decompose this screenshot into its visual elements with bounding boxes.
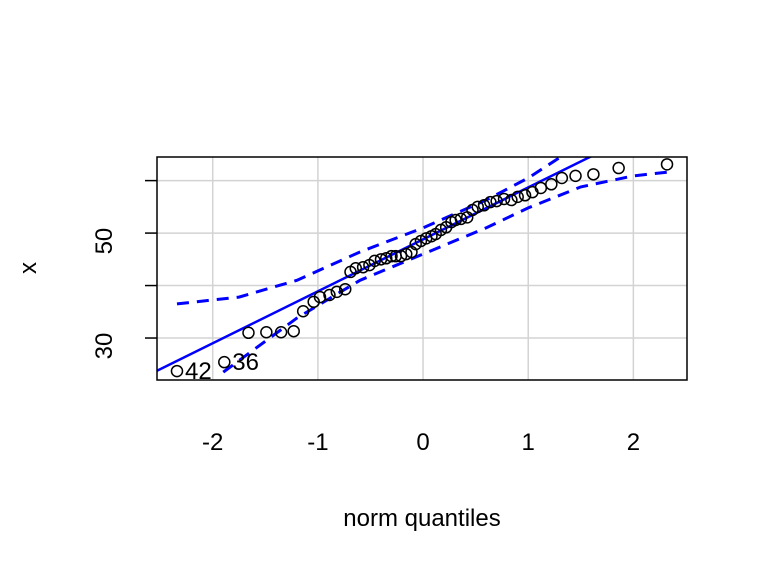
- point: [505, 193, 518, 207]
- point: [511, 190, 524, 204]
- point: [274, 326, 288, 339]
- point: [313, 290, 327, 304]
- point: [379, 252, 393, 265]
- reference-line: [157, 157, 593, 372]
- y-tick-label: 50: [91, 228, 118, 255]
- point: [449, 213, 462, 227]
- point: [385, 249, 398, 263]
- point: [660, 158, 674, 171]
- confidence-envelope: [222, 170, 668, 374]
- point-label: 42: [185, 358, 212, 385]
- y-axis-label: x: [15, 262, 42, 274]
- point: [296, 305, 310, 318]
- plot-area: [157, 157, 668, 374]
- plot-frame: [156, 156, 688, 381]
- point: [497, 192, 511, 206]
- x-tick-label: -1: [307, 429, 328, 456]
- point: [454, 212, 468, 226]
- point-label: 36: [232, 349, 259, 376]
- point: [287, 324, 300, 338]
- point: [490, 194, 503, 208]
- point: [338, 282, 352, 296]
- point: [555, 171, 569, 185]
- confidence-envelope: [176, 157, 561, 306]
- point: [477, 199, 491, 212]
- point: [569, 169, 582, 183]
- point: [484, 195, 497, 209]
- point: [349, 261, 362, 275]
- x-axis-label: norm quantiles: [343, 505, 500, 532]
- point: [545, 178, 558, 191]
- point: [471, 200, 484, 214]
- x-tick-label: 2: [627, 429, 640, 456]
- point: [399, 247, 413, 261]
- point: [242, 326, 255, 340]
- point: [260, 326, 273, 339]
- point: [356, 260, 370, 274]
- point: [394, 249, 408, 263]
- x-tick-label: -2: [202, 429, 223, 456]
- point: [170, 364, 184, 378]
- point: [368, 254, 381, 268]
- point: [218, 355, 231, 369]
- point: [587, 168, 600, 181]
- point: [612, 161, 625, 175]
- x-tick-label: 1: [522, 429, 535, 456]
- x-tick-label: 0: [416, 429, 429, 456]
- y-tick-label: 30: [91, 333, 118, 360]
- point: [330, 285, 344, 299]
- point: [323, 288, 336, 302]
- point: [518, 189, 532, 202]
